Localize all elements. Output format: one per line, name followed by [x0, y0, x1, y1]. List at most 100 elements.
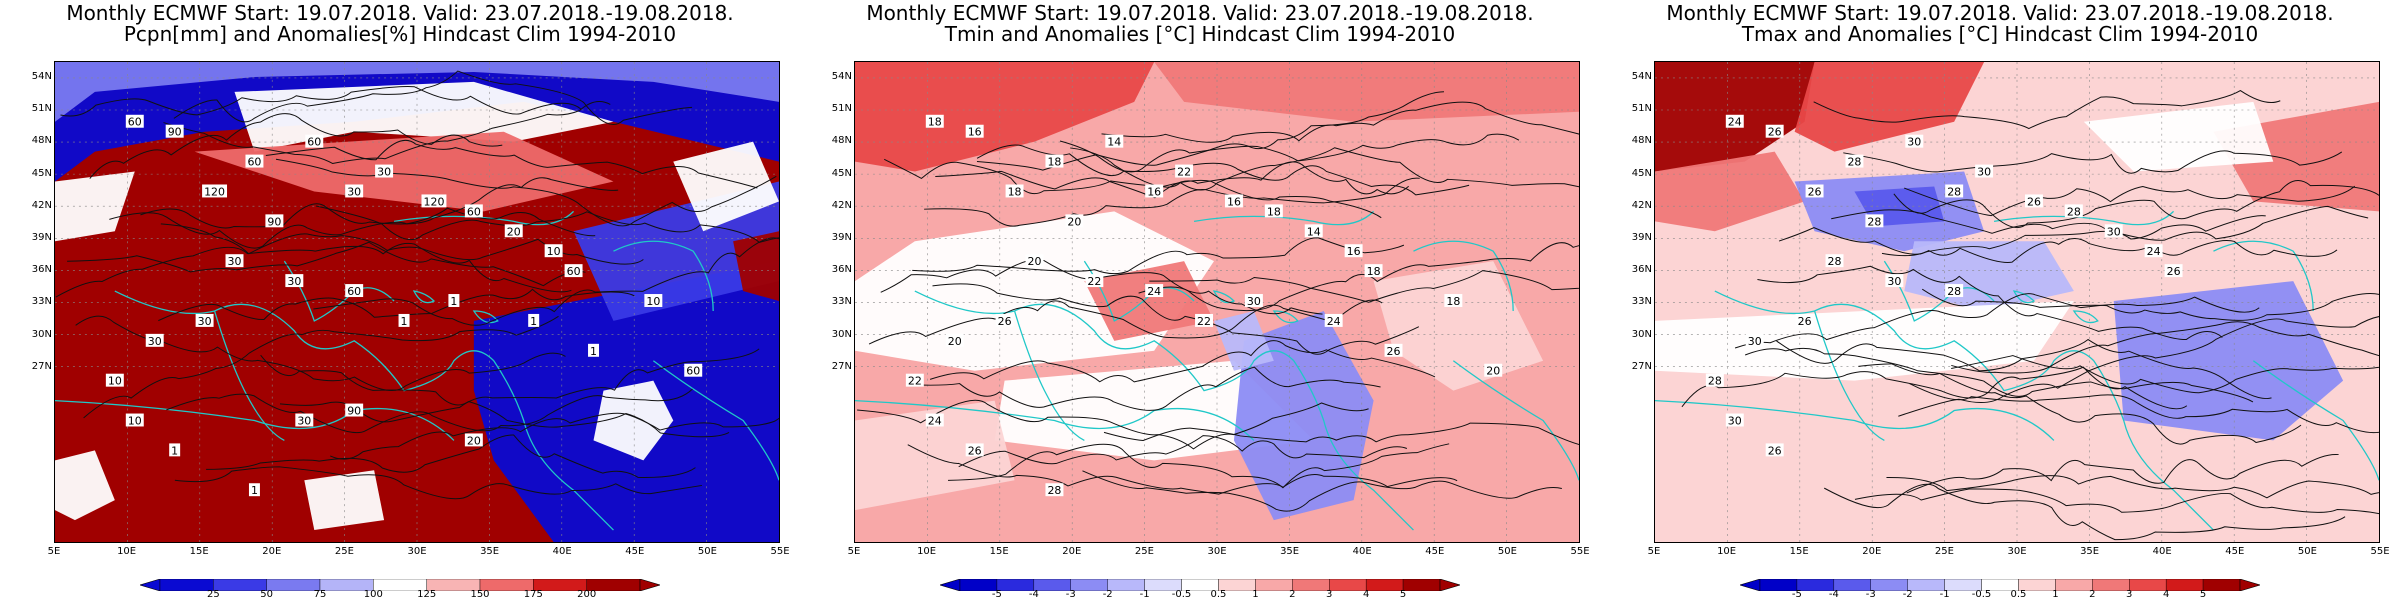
svg-text:30: 30 — [1977, 166, 1991, 179]
anomaly-region — [1233, 310, 1374, 521]
map-panel-2: Monthly ECMWF Start: 19.07.2018. Valid: … — [800, 0, 1600, 600]
colorbar-end — [639, 578, 662, 592]
lat-tick-label: 51N — [1631, 103, 1652, 115]
contour-label: 28 — [1945, 284, 1964, 298]
anomaly-region — [2083, 101, 2274, 172]
svg-text:20: 20 — [1028, 255, 1042, 268]
colorbar-label: 50 — [260, 589, 274, 600]
lat-tick-label: 42N — [1631, 199, 1652, 211]
contour-label: 30 — [225, 254, 244, 268]
svg-text:22: 22 — [908, 375, 922, 388]
svg-text:20: 20 — [507, 225, 521, 238]
colorbar-label: 5 — [2199, 589, 2207, 600]
coastline — [1413, 240, 1514, 311]
svg-text:28: 28 — [1047, 484, 1061, 497]
lat-tick-label: 27N — [831, 360, 852, 372]
svg-text:120: 120 — [423, 195, 444, 208]
coastline — [2093, 360, 2214, 531]
svg-text:20: 20 — [467, 434, 481, 447]
svg-text:28: 28 — [1847, 156, 1861, 169]
lat-tick-label: 48N — [31, 135, 52, 147]
anomaly-region — [673, 141, 779, 232]
anomaly-region — [304, 470, 385, 531]
anomaly-region — [855, 62, 1155, 172]
contour-label: 30 — [1725, 413, 1744, 427]
contour-label: 1 — [588, 343, 599, 358]
svg-text:30: 30 — [198, 315, 212, 328]
contour-label: 60 — [684, 363, 703, 378]
lon-tick-label: 55E — [770, 546, 790, 557]
svg-text:1: 1 — [450, 295, 457, 308]
lat-tick-label: 30N — [31, 328, 52, 340]
contour-label: 90 — [345, 403, 364, 418]
colorbar-label: 75 — [313, 589, 327, 600]
colorbar-end — [1738, 578, 1761, 592]
colorbar-label: -5 — [1791, 589, 1802, 600]
colorbar-label: -2 — [1102, 589, 1113, 600]
contour-label: 20 — [1065, 214, 1084, 228]
map-panel-1: Monthly ECMWF Start: 19.07.2018. Valid: … — [0, 0, 800, 600]
svg-text:26: 26 — [968, 444, 982, 457]
svg-text:28: 28 — [1947, 285, 1961, 298]
contour-label: 28 — [1825, 254, 1844, 268]
colorbar-label: 1 — [1252, 589, 1259, 600]
contour-label: 18 — [925, 114, 944, 129]
coastline — [1193, 210, 1375, 226]
contour-label: 10 — [544, 244, 563, 258]
lon-tick-label: 20E — [262, 546, 282, 557]
coastline — [1714, 290, 2095, 392]
colorbar-label: 4 — [2162, 589, 2170, 600]
svg-text:18: 18 — [1047, 156, 1061, 169]
svg-text:28: 28 — [1828, 255, 1842, 268]
anomaly-region — [855, 400, 1015, 511]
contour-label: 1 — [448, 294, 460, 308]
svg-text:26: 26 — [1387, 345, 1401, 358]
coastline — [855, 399, 1255, 441]
coastline — [2012, 290, 2036, 304]
anomaly-region — [55, 62, 779, 122]
colorbar-label: -1 — [1139, 589, 1150, 600]
colorbar-end — [138, 578, 161, 592]
contour-label: 60 — [345, 284, 364, 298]
svg-text:16: 16 — [1227, 195, 1241, 208]
contour-label: 30 — [2104, 224, 2123, 238]
contour-label: 60 — [464, 204, 483, 218]
contour-label: 30 — [345, 184, 364, 198]
lon-tick-label: 10E — [917, 546, 937, 557]
map-area: 18 16 18 14 16 18 20 22 16 18 14 16 18 20 22 24 26 20 22 24… — [854, 61, 1580, 543]
contour-label: 120 — [421, 194, 447, 208]
contour-label: 16 — [1224, 194, 1243, 208]
lat-tick-label: 33N — [831, 296, 852, 308]
lon-tick-label: 20E — [1862, 546, 1882, 557]
colorbar — [1738, 576, 2262, 592]
anomaly-region — [194, 131, 614, 212]
lat-tick-label: 39N — [831, 232, 852, 243]
lat-tick-label: 30N — [831, 328, 852, 340]
coastline — [2252, 360, 2379, 481]
svg-text:20: 20 — [948, 335, 962, 348]
lon-tick-label: 45E — [1425, 546, 1445, 557]
colorbar-label: -3 — [1065, 589, 1076, 600]
lat-tick-label: 51N — [831, 103, 852, 115]
anomaly-field: 24 26 28 30 28 26 28 30 26 28 30 24 26 28 30 28 26 30 28 30… — [1655, 62, 2379, 542]
contour-label: 60 — [245, 154, 264, 169]
contour-label: 14 — [1105, 134, 1124, 149]
contour-label: 30 — [1975, 164, 1994, 179]
lon-tick-label: 30E — [2007, 546, 2027, 557]
contour-label: 24 — [1725, 114, 1744, 129]
svg-text:16: 16 — [1147, 185, 1161, 198]
lon-tick-label: 25E — [1934, 546, 1954, 557]
svg-text:30: 30 — [1907, 136, 1921, 149]
colorbar-label: 2 — [2089, 589, 2096, 600]
panel-title-line2: Tmax and Anomalies [°C] Hindcast Clim 19… — [1741, 22, 2259, 46]
colorbar-label: 175 — [523, 589, 543, 600]
svg-text:26: 26 — [1768, 126, 1782, 139]
svg-text:30: 30 — [228, 255, 242, 268]
lat-tick-label: 54N — [1631, 71, 1652, 82]
lat-tick-label: 45N — [1631, 167, 1652, 179]
svg-text:18: 18 — [1367, 265, 1381, 278]
contour-label: 28 — [1845, 154, 1864, 169]
contour-label: 60 — [564, 264, 583, 278]
contour-label: 26 — [1805, 184, 1824, 198]
contour-label: 22 — [905, 373, 924, 388]
